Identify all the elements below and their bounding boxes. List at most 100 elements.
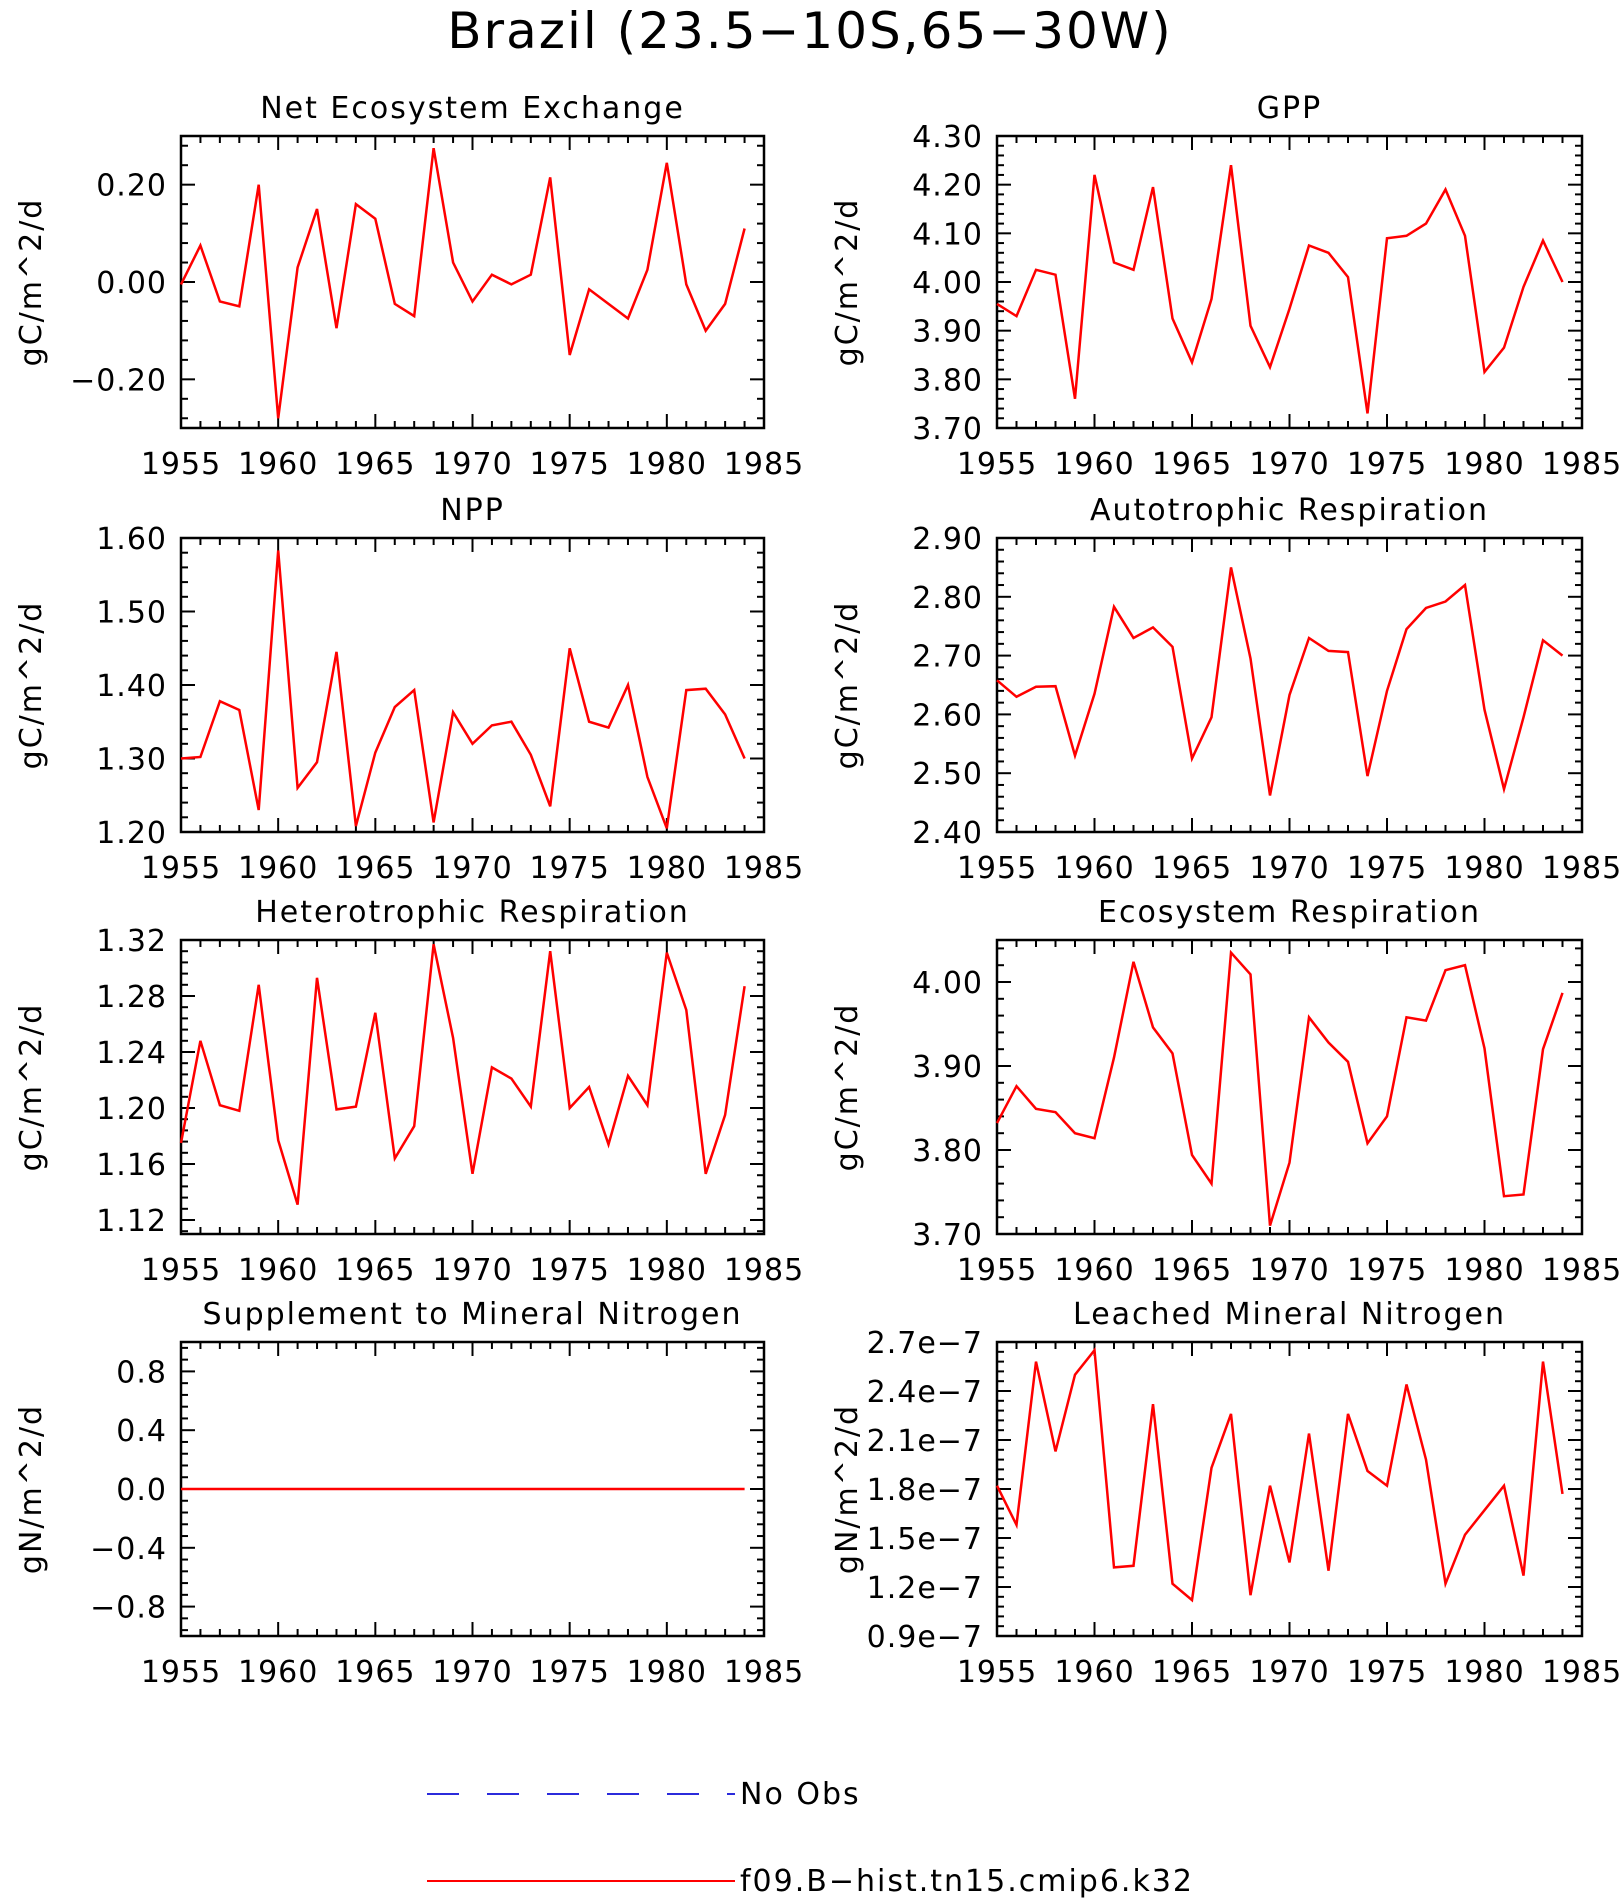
x-tick-label: 1960 — [1054, 1655, 1134, 1690]
y-tick-label: 0.4 — [116, 1414, 167, 1449]
x-tick-label: 1985 — [1542, 1253, 1620, 1288]
x-tick-label: 1985 — [1542, 447, 1620, 482]
y-tick-label: 1.30 — [96, 743, 167, 778]
panel-2: 1955 1960 1965 1970 1975 1980 1985 3.70 3.80 3.90… — [830, 91, 1620, 482]
series-line — [180, 550, 746, 829]
x-tick-label: 1965 — [335, 1253, 415, 1288]
y-tick-label: 2.80 — [912, 581, 983, 616]
y-tick-label: 1.2e−7 — [867, 1571, 983, 1606]
panel-1: 1955 1960 1965 1970 1975 1980 1985 −0.20 0.00 0.2… — [14, 91, 804, 482]
x-tick-label: 1970 — [1249, 1655, 1329, 1690]
x-tick-label: 1975 — [1347, 851, 1427, 886]
panels: 1955 1960 1965 1970 1975 1980 1985 −0.20 0.00 0.2… — [14, 91, 1620, 1690]
x-tick-label: 1965 — [1152, 1253, 1232, 1288]
y-axis-label: gC/m^2/d — [830, 198, 865, 367]
x-tick-label: 1970 — [1249, 851, 1329, 886]
x-tick-label: 1975 — [529, 851, 609, 886]
y-tick-label: 3.90 — [912, 315, 983, 350]
x-tick-label: 1970 — [1249, 1253, 1329, 1288]
x-tick-label: 1975 — [529, 447, 609, 482]
y-tick-label: 3.80 — [912, 363, 983, 398]
x-tick-label: 1985 — [724, 1253, 804, 1288]
plot-frame — [179, 134, 766, 430]
panel-title: NPP — [440, 493, 505, 528]
y-tick-label: 1.40 — [96, 669, 167, 704]
x-tick-label: 1955 — [957, 1253, 1037, 1288]
x-tick-label: 1955 — [141, 447, 221, 482]
y-tick-label: 2.50 — [912, 757, 983, 792]
x-tick-label: 1960 — [238, 1253, 318, 1288]
x-tick-label: 1960 — [238, 447, 318, 482]
x-tick-label: 1980 — [627, 447, 707, 482]
x-tick-label: 1975 — [529, 1655, 609, 1690]
x-tick-label: 1980 — [1444, 447, 1524, 482]
panel-3: 1955 1960 1965 1970 1975 1980 1985 1.20 1.30 1.40… — [14, 493, 804, 886]
y-tick-label: 3.90 — [912, 1050, 983, 1085]
x-tick-label: 1955 — [957, 851, 1037, 886]
x-tick-label: 1960 — [1054, 447, 1134, 482]
y-tick-label: −0.8 — [90, 1591, 167, 1626]
y-tick-label: 4.10 — [912, 217, 983, 252]
series-line — [995, 1346, 1564, 1603]
x-tick-label: 1970 — [1249, 447, 1329, 482]
y-tick-label: 3.70 — [912, 1218, 983, 1253]
x-tick-label: 1980 — [1444, 851, 1524, 886]
y-tick-label: 3.80 — [912, 1134, 983, 1169]
panel-title: Heterotrophic Respiration — [255, 895, 690, 930]
figure-title: Brazil (23.5−10S,65−30W) — [447, 2, 1173, 60]
x-tick-label: 1960 — [238, 1655, 318, 1690]
y-tick-label: 1.60 — [96, 522, 167, 557]
x-tick-label: 1985 — [724, 851, 804, 886]
y-tick-label: 2.40 — [912, 816, 983, 851]
panel-title: Net Ecosystem Exchange — [260, 91, 685, 126]
x-tick-label: 1985 — [724, 1655, 804, 1690]
x-tick-label: 1985 — [1542, 1655, 1620, 1690]
panel-title: Supplement to Mineral Nitrogen — [203, 1297, 743, 1332]
series-line — [996, 567, 1564, 796]
x-tick-label: 1975 — [529, 1253, 609, 1288]
legend-no-obs-label: No Obs — [740, 1777, 861, 1812]
plot-frame — [995, 1340, 1584, 1638]
x-tick-label: 1970 — [432, 1655, 512, 1690]
y-axis-label: gC/m^2/d — [830, 601, 865, 770]
y-tick-label: 1.16 — [96, 1148, 167, 1183]
y-tick-label: 4.00 — [912, 266, 983, 301]
x-tick-label: 1980 — [1444, 1655, 1524, 1690]
x-tick-label: 1955 — [957, 1655, 1037, 1690]
y-tick-label: 1.5e−7 — [867, 1522, 983, 1557]
panel-title: GPP — [1257, 91, 1322, 126]
y-tick-label: 1.24 — [96, 1036, 167, 1071]
y-tick-label: 4.00 — [912, 966, 983, 1001]
y-tick-label: 0.20 — [96, 169, 167, 204]
panel-7: 1955 1960 1965 1970 1975 1980 1985 −0.8 −0.4 0.0 0… — [14, 1297, 804, 1690]
x-tick-label: 1980 — [627, 851, 707, 886]
y-tick-label: 0.0 — [116, 1473, 167, 1508]
x-tick-label: 1965 — [1152, 1655, 1232, 1690]
y-axis-label: gC/m^2/d — [14, 1003, 49, 1172]
x-tick-label: 1975 — [1347, 1253, 1427, 1288]
panel-title: Autotrophic Respiration — [1090, 493, 1489, 528]
y-tick-label: 3.70 — [912, 412, 983, 447]
x-tick-label: 1980 — [627, 1655, 707, 1690]
y-tick-label: 1.20 — [96, 1092, 167, 1127]
x-tick-label: 1955 — [141, 851, 221, 886]
y-tick-label: −0.4 — [90, 1532, 167, 1567]
x-tick-label: 1965 — [335, 1655, 415, 1690]
x-tick-label: 1985 — [724, 447, 804, 482]
y-tick-label: 2.70 — [912, 640, 983, 675]
x-tick-label: 1985 — [1542, 851, 1620, 886]
y-tick-label: 0.00 — [96, 266, 167, 301]
panel-5: 1955 1960 1965 1970 1975 1980 1985 1.12 1.16 1.20… — [14, 895, 804, 1288]
plot-frame — [995, 938, 1584, 1236]
y-tick-label: 1.50 — [96, 596, 167, 631]
y-axis-label: gC/m^2/d — [14, 198, 49, 367]
y-tick-label: 2.90 — [912, 522, 983, 557]
x-tick-label: 1960 — [1054, 851, 1134, 886]
y-tick-label: 1.8e−7 — [867, 1473, 983, 1508]
panel-title: Ecosystem Respiration — [1098, 895, 1481, 930]
plot-frame — [995, 536, 1584, 834]
y-tick-label: −0.20 — [70, 363, 167, 398]
y-tick-label: 1.32 — [96, 924, 167, 959]
series-line — [995, 949, 1564, 1226]
